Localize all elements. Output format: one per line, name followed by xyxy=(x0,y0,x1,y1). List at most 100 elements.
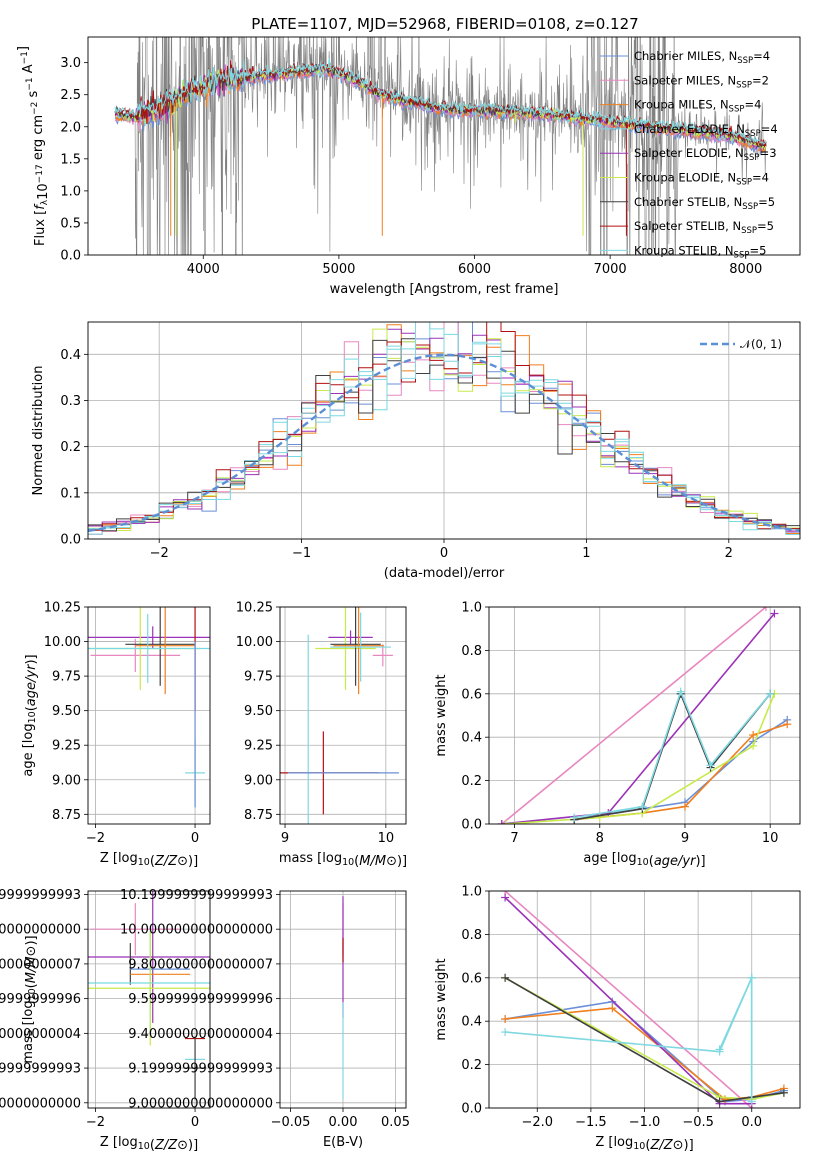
axes-frame xyxy=(488,606,801,825)
series-point xyxy=(680,802,689,811)
normal-curve xyxy=(88,353,800,533)
y-tick-label: 0.0 xyxy=(461,1102,482,1117)
errorbar-kroupa-elodie xyxy=(315,607,376,690)
x-tick-label: −2 xyxy=(150,546,169,561)
spectrum-legend: Chabrier MILES, NSSP=4 Salpeter MILES, NS… xyxy=(600,49,778,260)
series-point xyxy=(747,1097,756,1106)
x-tick-label: −0.05 xyxy=(271,1115,311,1130)
series-point xyxy=(706,761,715,770)
series-point xyxy=(779,1088,788,1097)
y-tick-label: 0.4 xyxy=(461,731,482,746)
series-point xyxy=(715,1097,724,1106)
x-tick-label: 6000 xyxy=(458,262,491,277)
y-tick-label: 9.1999999999999993 xyxy=(128,1062,273,1077)
series-point xyxy=(638,802,647,811)
axes-frame xyxy=(488,890,801,1109)
x-axis-label: E(B-V) xyxy=(323,1135,363,1150)
errorbar-chabrier-stelib xyxy=(125,607,196,686)
y-tick-label: 0.6 xyxy=(461,687,482,702)
legend-entry: Salpeter STELIB, NSSP=5 xyxy=(634,219,774,236)
x-axis-label: Z [log10(Z/Z⊙)] xyxy=(100,1135,198,1153)
series-point xyxy=(720,1095,729,1104)
x-tick-label: 8000 xyxy=(729,262,762,277)
y-tick-label: 10.25 xyxy=(236,601,273,616)
y-tick-label: 10.0000000000000000 xyxy=(120,923,273,938)
plot-area xyxy=(497,607,792,824)
series-line-kroupa-stelib xyxy=(505,977,753,1102)
legend-entry: Chabrier MILES, NSSP=4 xyxy=(634,49,770,66)
series-point xyxy=(497,820,506,824)
series-point xyxy=(770,609,779,618)
series-line-chabrier-stelib xyxy=(504,977,785,1103)
y-tick-label: 9.4000000000000004 xyxy=(128,1027,273,1042)
x-axis-label: Z [log10(Z/Z⊙)] xyxy=(100,851,198,869)
x-tick-label: 4000 xyxy=(187,262,220,277)
y-tick-label: 1.0 xyxy=(461,601,482,616)
x-axis-label: age [log10(age/yr)] xyxy=(583,851,705,869)
series-line-chabrier-stelib xyxy=(574,691,771,821)
y-tick-label: 10.25 xyxy=(44,601,81,616)
series-line-salpeter-elodie xyxy=(501,612,776,824)
y-tick-label: 3.0 xyxy=(60,56,81,71)
y-axis-label: mass weight xyxy=(434,674,449,756)
axes-frame xyxy=(87,36,801,256)
legend-entry: Chabrier ELODIE, NSSP=4 xyxy=(634,122,778,139)
panels: 4000 5000 6000 7000 80000.00.51.01.52.02.53.… xyxy=(0,36,801,1153)
series-line-salpeter-miles xyxy=(504,891,753,1108)
y-axis-label: Flux [fλ10−17 erg cm−2 s−1 A−1] xyxy=(16,46,51,246)
series-line-salpeter-miles xyxy=(501,607,767,824)
axes-frame xyxy=(87,890,211,1109)
y-tick-label: 10.00 xyxy=(44,635,81,650)
y-tick-label: 0.4 xyxy=(60,348,81,363)
y-tick-label: 10.1999999999999993 xyxy=(0,888,81,903)
y-tick-label: 0.0 xyxy=(461,818,482,833)
series-point xyxy=(749,731,758,740)
legend-entry: 𝒩(0, 1) xyxy=(740,337,782,351)
panel-mass-weight-vs-Z: −2.0 −1.5 −1.0 −0.5 0.0 0.0 0.2 0.4 0.6 0.8 1.0 Z [… xyxy=(434,885,801,1153)
series-point xyxy=(715,1047,724,1056)
errorbar-salpeter-elodie xyxy=(88,891,210,1023)
x-tick-label: 0.05 xyxy=(381,1115,410,1130)
x-tick-label: 0 xyxy=(440,546,448,561)
x-tick-label: 0 xyxy=(191,1115,199,1130)
errorbar-chabrier-stelib xyxy=(185,1036,206,1100)
axes-frame xyxy=(279,890,407,1109)
histogram-kroupa-stelib xyxy=(88,322,800,535)
x-tick-label: 0.00 xyxy=(329,1115,358,1130)
axes-frame xyxy=(279,606,407,825)
y-tick-label: 8.75 xyxy=(52,808,81,823)
y-tick-label: 9.0000000000000000 xyxy=(128,1096,273,1111)
panel-spectrum: 4000 5000 6000 7000 8000 0.0 0.5 1.0 1.5 2.0 2.5 3.… xyxy=(16,36,801,297)
series-line-kroupa-elodie xyxy=(504,977,785,1101)
y-tick-label: 0.0 xyxy=(60,249,81,264)
errorbar-salpeter-elodie xyxy=(328,630,373,645)
legend-entry: Salpeter MILES, NSSP=2 xyxy=(634,73,769,90)
x-tick-label: −2.0 xyxy=(521,1115,553,1130)
plot-area xyxy=(88,607,210,808)
y-tick-label: 10.1999999999999993 xyxy=(120,888,273,903)
histogram-salpeter-stelib xyxy=(88,322,800,531)
series-point xyxy=(766,689,775,698)
y-tick-label: 9.4000000000000004 xyxy=(0,1027,81,1042)
y-tick-label: 9.50 xyxy=(244,704,273,719)
series-point xyxy=(502,820,511,824)
x-tick-label: −1.5 xyxy=(575,1115,607,1130)
y-tick-label: 0.8 xyxy=(461,644,482,659)
legend-entry: Kroupa STELIB, NSSP=5 xyxy=(634,243,766,260)
y-tick-label: 0.8 xyxy=(461,928,482,943)
legend-entry: Salpeter ELODIE, NSSP=3 xyxy=(634,146,777,163)
errorbar-salpeter-miles xyxy=(372,644,393,667)
y-tick-label: 1.0 xyxy=(461,885,482,900)
series-line-salpeter-elodie xyxy=(504,896,752,1105)
x-axis-label: Z [log10(Z/Z⊙)] xyxy=(595,1135,693,1153)
y-tick-label: 0.2 xyxy=(461,774,482,789)
y-tick-label: 1.5 xyxy=(60,152,81,167)
x-tick-label: 10 xyxy=(762,831,779,846)
series-point xyxy=(501,893,510,902)
series-point xyxy=(608,1004,617,1013)
x-tick-label: −1.0 xyxy=(629,1115,661,1130)
axes-frame xyxy=(87,321,801,540)
y-tick-label: 2.5 xyxy=(60,88,81,103)
y-axis-label: mass [log10(M/M⊙)] xyxy=(21,935,39,1063)
